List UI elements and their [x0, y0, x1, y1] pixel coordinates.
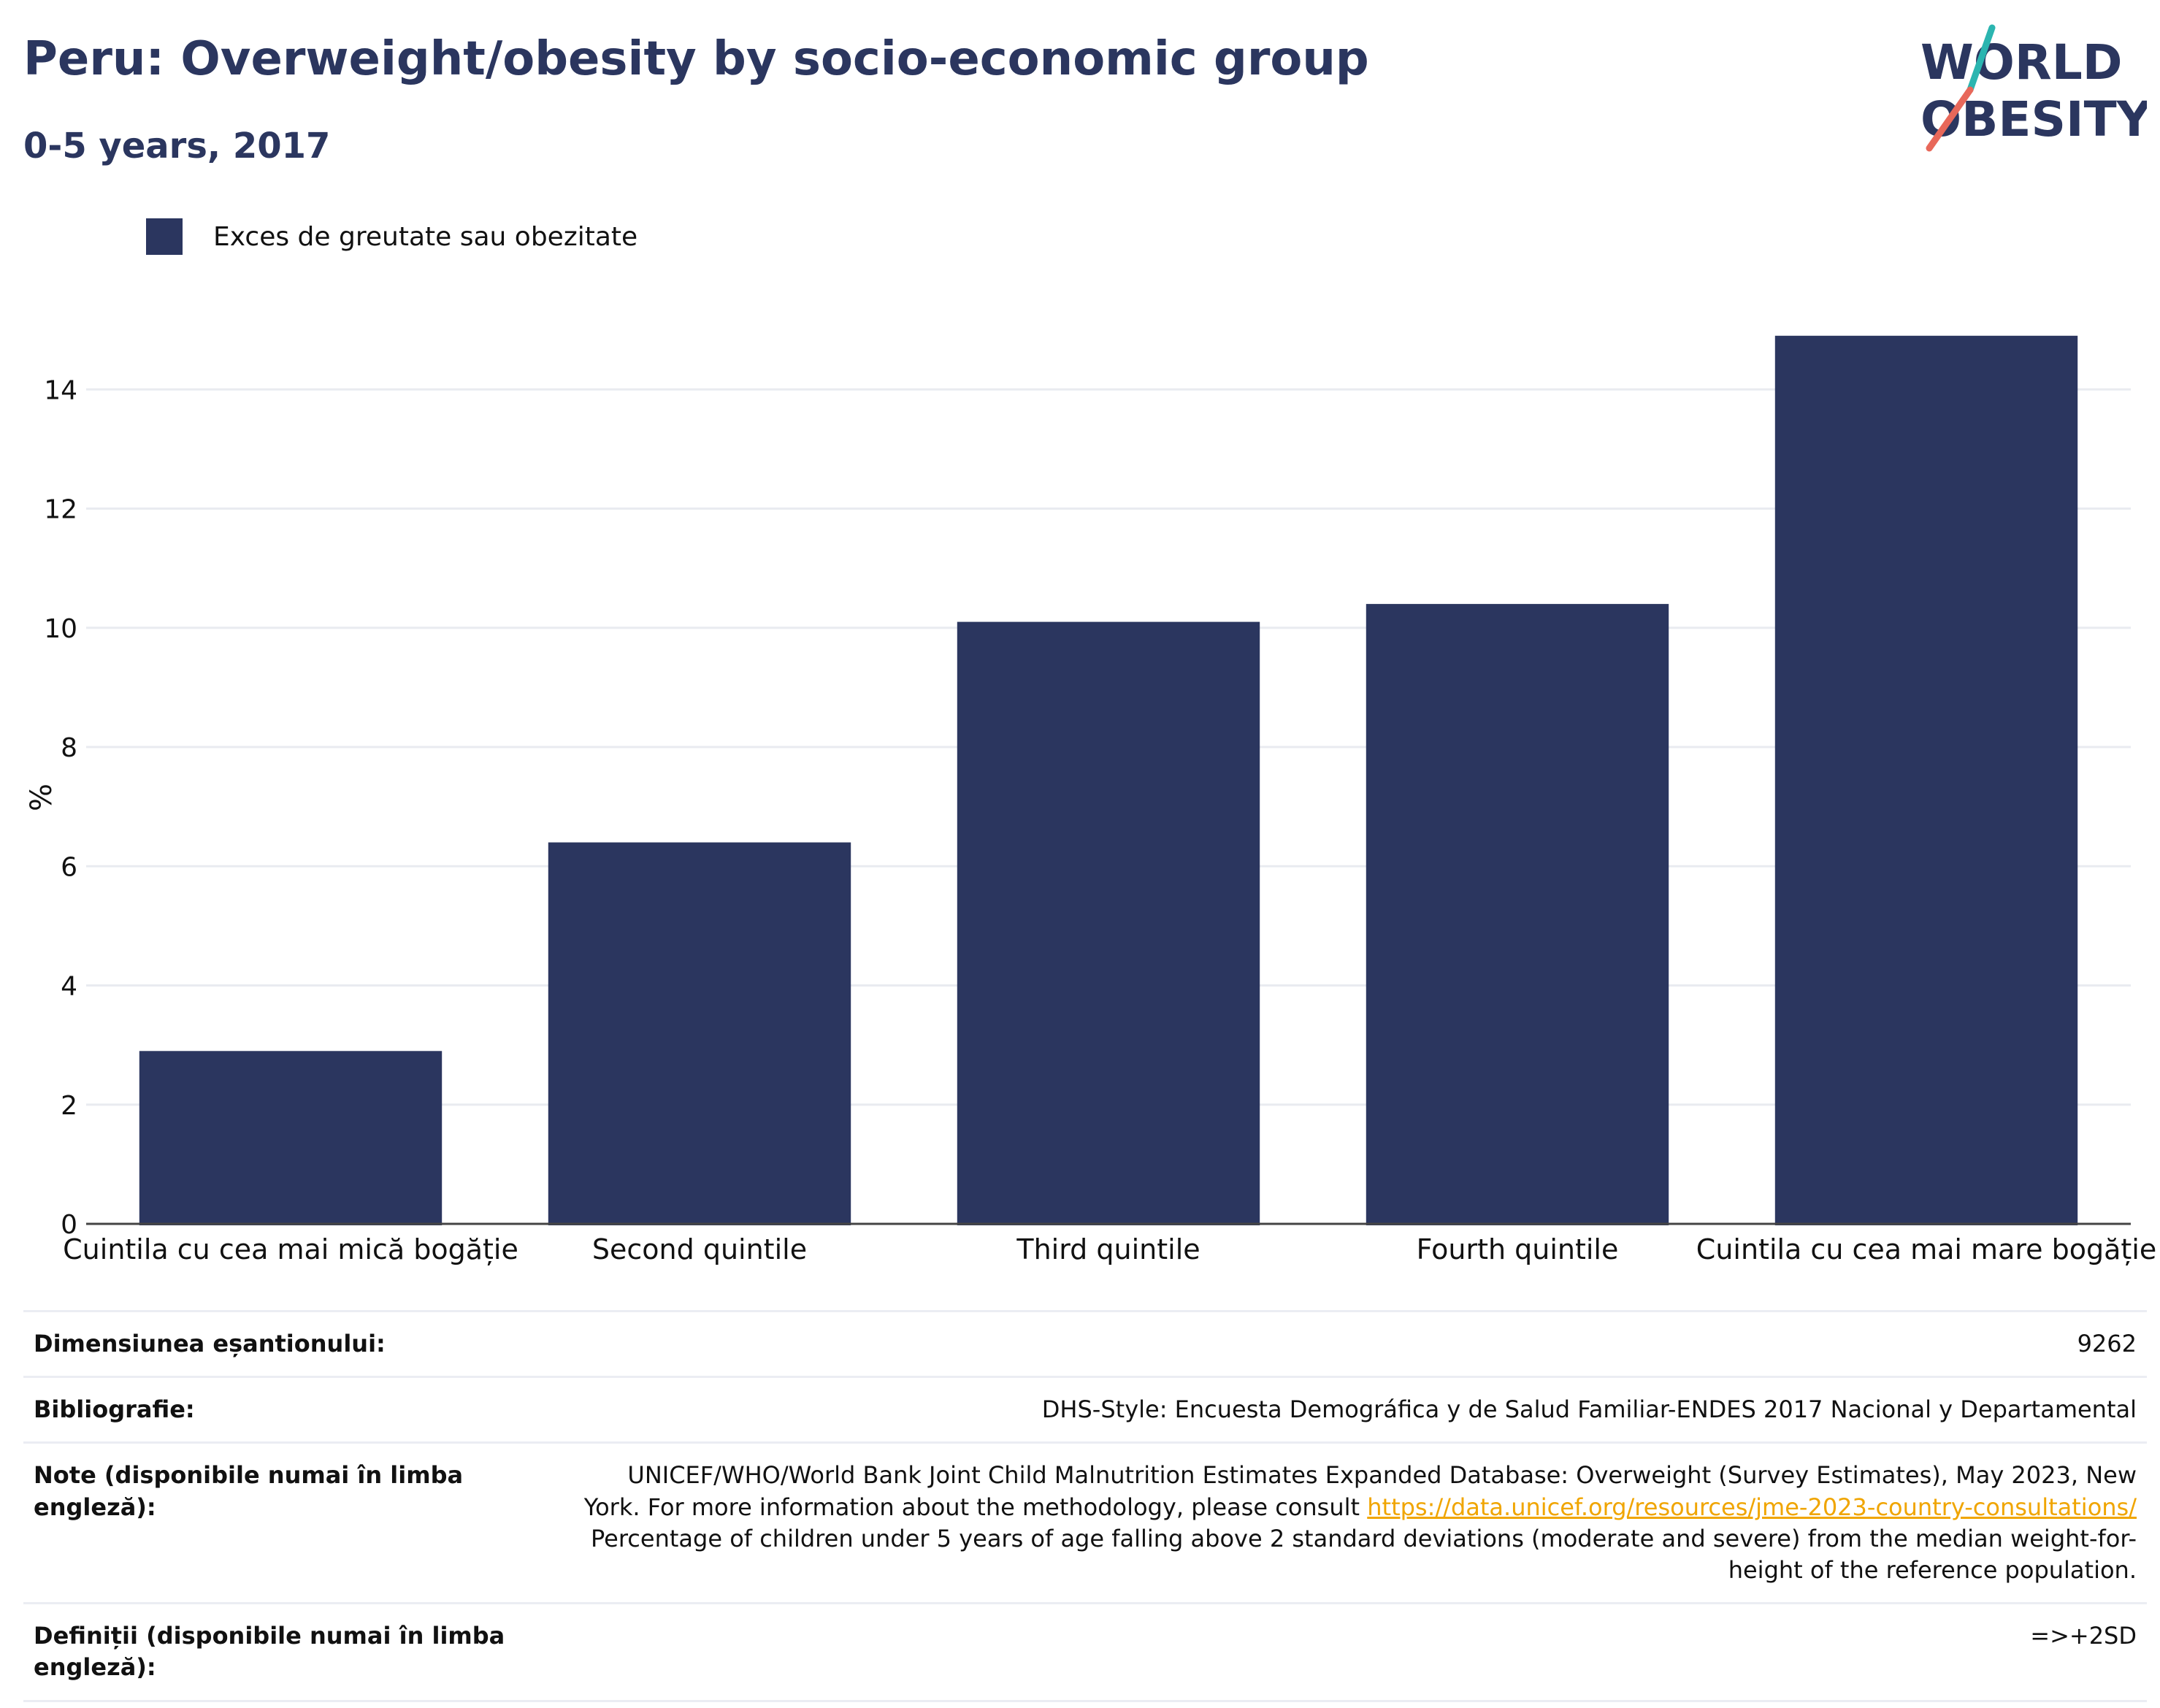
y-tick-label: 8: [61, 733, 77, 763]
notes-text-1: UNICEF/WHO/World Bank Joint Child Malnut…: [583, 1461, 2137, 1521]
info-table: Dimensiunea eșantionului: 9262 Bibliogra…: [23, 1309, 2147, 1702]
x-tick-label: Fourth quintile: [1417, 1233, 1619, 1265]
info-row-notes: Note (disponibile numai în limba engleză…: [23, 1441, 2147, 1604]
notes-text-2: Percentage of children under 5 years of …: [591, 1524, 2137, 1584]
bar[interactable]: [1366, 604, 1669, 1225]
y-tick-label: 2: [61, 1091, 77, 1121]
sample-size-label: Dimensiunea eșantionului:: [23, 1309, 555, 1377]
x-tick-label: Third quintile: [1016, 1233, 1200, 1265]
x-tick-label: Cuintila cu cea mai mare bogăție: [1696, 1233, 2156, 1265]
x-tick-label: Cuintila cu cea mai mică bogăție: [63, 1233, 518, 1265]
y-tick-label: 12: [44, 495, 77, 525]
info-row-bibliography: Bibliografie: DHS-Style: Encuesta Demogr…: [23, 1376, 2147, 1443]
y-tick-label: 14: [44, 375, 77, 405]
info-row-sample: Dimensiunea eșantionului: 9262: [23, 1309, 2147, 1377]
bibliography-label: Bibliografie:: [23, 1376, 555, 1443]
sample-size-value: 9262: [555, 1309, 2147, 1377]
legend[interactable]: Exces de greutate sau obezitate: [146, 216, 637, 257]
bibliography-value: DHS-Style: Encuesta Demográfica y de Sal…: [555, 1376, 2147, 1443]
logo-slash-top: [1966, 24, 1996, 93]
y-tick-label: 0: [61, 1210, 77, 1240]
notes-label: Note (disponibile numai în limba engleză…: [23, 1441, 555, 1604]
x-tick-label: Second quintile: [592, 1233, 807, 1265]
y-tick-label: 6: [61, 852, 77, 882]
legend-label: Exces de greutate sau obezitate: [213, 221, 638, 252]
logo-text-obesity: OBESITY: [1920, 91, 2147, 148]
definitions-label: Definiții (disponibile numai în limba en…: [23, 1602, 555, 1702]
info-row-definitions: Definiții (disponibile numai în limba en…: [23, 1602, 2147, 1702]
chart-subtitle: 0-5 years, 2017: [23, 126, 331, 166]
logo-text-world: WORLD: [1920, 34, 2123, 91]
y-tick-label: 10: [44, 614, 77, 644]
legend-swatch: [146, 218, 183, 255]
notes-value: UNICEF/WHO/World Bank Joint Child Malnut…: [555, 1441, 2147, 1604]
bar[interactable]: [548, 842, 851, 1225]
bar[interactable]: [139, 1051, 443, 1225]
notes-link[interactable]: https://data.unicef.org/resources/jme-20…: [1367, 1493, 2137, 1521]
definitions-value: =>+2SD: [555, 1602, 2147, 1702]
bar-chart: 0 2 4 6 8 10 12 14 Cuintila cu cea mai mică bogă…: [25, 335, 2156, 1265]
y-tick-label: 4: [61, 972, 77, 1002]
y-axis-label: %: [25, 784, 58, 811]
logo-slash-bottom: [1926, 86, 1974, 152]
bar[interactable]: [957, 621, 1260, 1225]
bar[interactable]: [1774, 335, 2078, 1226]
chart-title: Peru: Overweight/obesity by socio-econom…: [23, 32, 1369, 86]
world-obesity-logo: WORLD OBESITY: [1920, 24, 2147, 152]
